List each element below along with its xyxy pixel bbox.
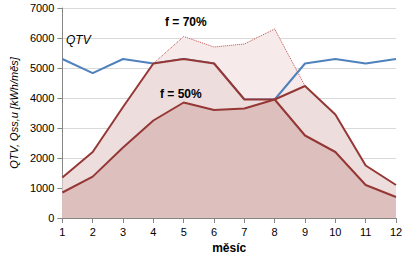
svg-text:5000: 5000: [30, 62, 54, 74]
svg-text:2: 2: [90, 226, 96, 238]
svg-text:1000: 1000: [30, 182, 54, 194]
svg-text:3: 3: [120, 226, 126, 238]
svg-text:10: 10: [329, 226, 341, 238]
svg-text:6: 6: [211, 226, 217, 238]
svg-text:9: 9: [302, 226, 308, 238]
svg-text:7: 7: [241, 226, 247, 238]
svg-text:4000: 4000: [30, 92, 54, 104]
svg-text:2000: 2000: [30, 152, 54, 164]
svg-text:3000: 3000: [30, 122, 54, 134]
svg-text:11: 11: [360, 226, 371, 238]
svg-text:6000: 6000: [30, 32, 54, 44]
svg-text:QTV: QTV: [66, 33, 92, 47]
svg-text:8: 8: [272, 226, 278, 238]
svg-text:1: 1: [59, 226, 65, 238]
svg-text:4: 4: [150, 226, 156, 238]
svg-text:7000: 7000: [30, 2, 54, 14]
svg-text:f = 50%: f = 50%: [160, 87, 202, 101]
svg-text:12: 12: [390, 226, 402, 238]
svg-text:f = 70%: f = 70%: [165, 15, 207, 29]
svg-text:měsíc: měsíc: [212, 241, 246, 255]
svg-text:0: 0: [48, 212, 54, 224]
svg-text:5: 5: [181, 226, 187, 238]
svg-text:QTV, Qss,u [kWh/měs]: QTV, Qss,u [kWh/měs]: [8, 56, 20, 169]
